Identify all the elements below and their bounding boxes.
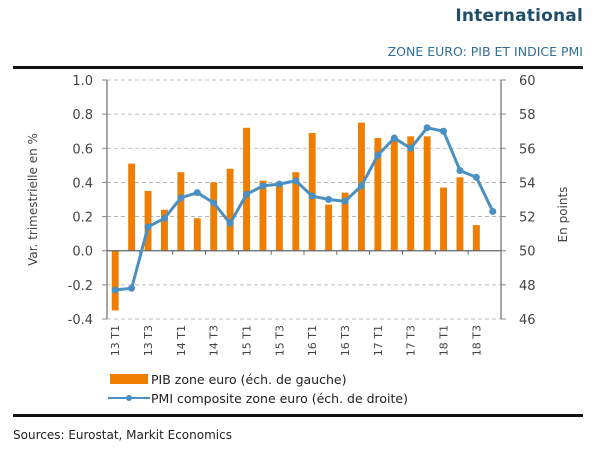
bar-17T2 (390, 138, 398, 251)
legend: PIB zone euro (éch. de gauche) PMI compos… (108, 372, 408, 406)
bar-15T4 (292, 172, 300, 251)
pmi-point-17T3 (407, 144, 415, 152)
legend-label-pib: PIB zone euro (éch. de gauche) (151, 372, 346, 387)
pmi-point-13T4 (160, 214, 168, 222)
bar-17T3 (407, 136, 415, 251)
sources-note: Sources: Eurostat, Markit Economics (13, 428, 232, 442)
y2-tick-label: 54 (519, 176, 536, 191)
tick-labels: 1.0 60 0.8 58 0.6 56 0.4 54 0.2 52 0.0 50 -0.2 48 -0.4… (26, 74, 570, 356)
bar-15T2 (259, 180, 267, 251)
pmi-point-16T4 (357, 182, 365, 190)
top-divider (13, 66, 583, 69)
bar-14T4 (226, 168, 234, 251)
pmi-line (115, 126, 495, 292)
axes (102, 79, 506, 320)
legend-swatch-bar (110, 374, 148, 384)
pmi-point-15T2 (259, 182, 267, 190)
bar-17T4 (423, 136, 431, 251)
x-tick-label: 14 T1 (175, 325, 188, 356)
pmi-point-16T2 (325, 196, 333, 203)
pmi-point-18T4 (489, 207, 497, 215)
x-tick-label: 13 T1 (109, 325, 122, 356)
bar-16T3 (341, 192, 349, 251)
x-tick-label: 18 T1 (438, 325, 451, 356)
x-tick-label: 17 T3 (405, 325, 418, 356)
bar-18T1 (440, 187, 447, 251)
y2-axis-title: En points (556, 187, 570, 243)
y-tick-label: -0.2 (68, 279, 93, 294)
y-tick-label: 1.0 (72, 74, 93, 89)
y-tick-label: 0.0 (72, 245, 93, 260)
y-tick-label: 0.4 (72, 176, 93, 191)
x-tick-label: 17 T1 (372, 325, 385, 356)
y-tick-label: 0.2 (72, 211, 93, 226)
pmi-point-18T1 (440, 127, 448, 135)
bar-13T3 (144, 190, 152, 251)
y-tick-label: 0.8 (72, 108, 93, 123)
pmi-point-15T3 (275, 180, 283, 188)
x-tick-label: 15 T1 (241, 325, 254, 356)
bar-15T3 (275, 184, 283, 251)
pmi-point-14T4 (226, 219, 234, 227)
pmi-point-17T1 (374, 151, 382, 159)
bar-18T2 (456, 177, 464, 251)
pmi-point-14T3 (210, 199, 218, 207)
bar-16T2 (325, 204, 333, 251)
y-tick-label: 0.6 (72, 142, 93, 157)
x-tick-label: 13 T3 (142, 325, 155, 356)
bar-15T1 (243, 127, 250, 251)
bar-series (111, 122, 480, 311)
bottom-divider (13, 414, 583, 417)
pmi-point-17T4 (423, 124, 431, 132)
y2-tick-label: 52 (519, 211, 536, 226)
bar-13T4 (161, 209, 168, 251)
y2-tick-label: 48 (519, 279, 536, 294)
x-tick-label: 16 T1 (306, 325, 319, 356)
y2-tick-label: 46 (519, 313, 536, 328)
y2-tick-label: 58 (519, 108, 536, 123)
y-tick-label: -0.4 (68, 313, 93, 328)
line-series (111, 124, 497, 294)
section-title: International (455, 6, 583, 26)
pmi-point-13T1 (111, 286, 119, 294)
bar-14T3 (210, 182, 218, 251)
x-tick-label: 15 T3 (273, 325, 286, 356)
y2-tick-label: 56 (519, 142, 536, 157)
pmi-point-14T1 (177, 194, 185, 202)
y2-tick-label: 50 (519, 245, 536, 260)
legend-swatch-marker (126, 395, 132, 401)
pmi-point-18T3 (472, 173, 480, 181)
x-tick-label: 14 T3 (208, 325, 221, 356)
y2-tick-label: 60 (519, 74, 536, 89)
bar-13T1 (111, 250, 119, 311)
bar-18T3 (472, 225, 480, 251)
x-tick-label: 16 T3 (339, 325, 352, 356)
pmi-point-15T4 (292, 177, 300, 185)
x-tick-label: 18 T3 (470, 325, 483, 356)
pmi-point-13T3 (144, 223, 152, 231)
pmi-point-16T3 (341, 197, 349, 205)
y-axis-title: Var. trimestrielle en % (26, 133, 40, 266)
pmi-point-16T1 (308, 192, 316, 200)
chart-title: ZONE EURO: PIB ET INDICE PMI (387, 44, 583, 59)
bar-17T1 (374, 138, 382, 251)
legend-label-pmi: PMI composite zone euro (éch. de droite) (151, 391, 408, 406)
pmi-point-14T2 (193, 189, 201, 197)
bar-14T1 (177, 172, 185, 251)
bar-14T2 (193, 218, 201, 251)
gridlines (107, 79, 501, 320)
pmi-point-15T1 (243, 190, 251, 198)
pmi-point-18T2 (456, 166, 464, 174)
bar-13T2 (128, 163, 136, 251)
pmi-point-17T2 (390, 134, 398, 142)
pmi-point-13T2 (128, 284, 136, 292)
bar-16T1 (308, 132, 316, 251)
